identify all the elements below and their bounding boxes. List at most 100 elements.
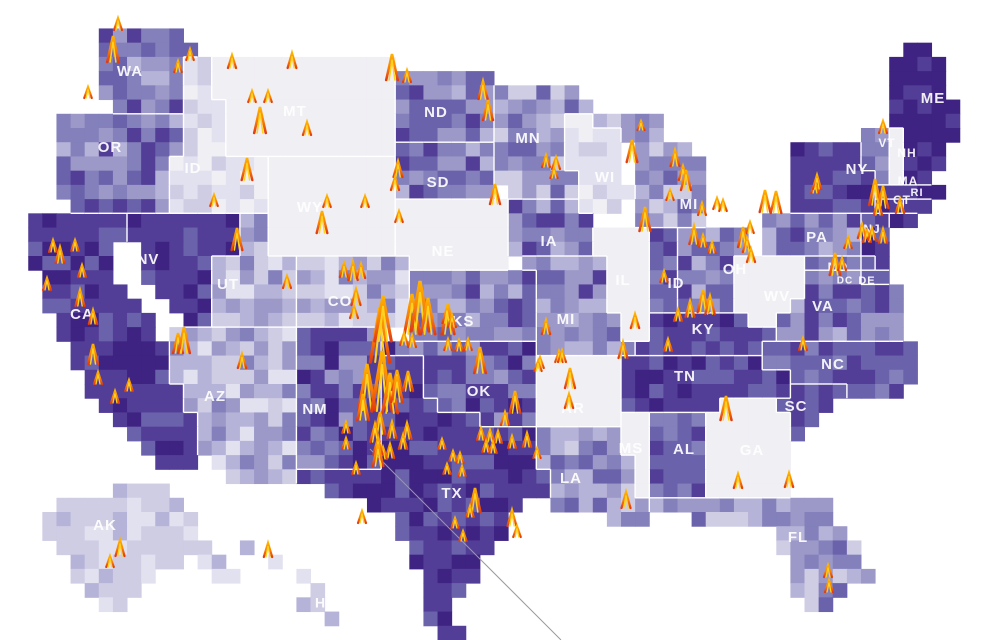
- county-cell-MN: [536, 142, 551, 157]
- county-cell-NV: [197, 312, 213, 328]
- county-cell-ID: [211, 199, 227, 214]
- county-cell-MS: [635, 469, 650, 485]
- county-cell-TX: [423, 483, 439, 499]
- county-cell-MN: [494, 99, 509, 115]
- spike-inner: [396, 213, 402, 223]
- county-cell-MI: [663, 213, 678, 229]
- county-cell-NE: [423, 213, 439, 229]
- county-cell-UT: [282, 284, 297, 300]
- county-cell-AZ: [254, 455, 269, 470]
- spike-marker: [386, 417, 398, 440]
- spike-inner: [450, 453, 456, 462]
- county-cell-ME: [917, 142, 933, 157]
- spike-outer: [484, 426, 496, 444]
- county-cell-LA: [564, 469, 580, 485]
- county-cell-CA: [84, 298, 100, 314]
- county-cell-MN: [508, 184, 523, 200]
- county-cell-CO: [296, 284, 312, 300]
- county-cell-WI: [564, 113, 580, 129]
- county-cell-NM: [296, 398, 312, 413]
- county-cell-CA: [169, 398, 184, 413]
- spike-outer: [281, 272, 293, 290]
- spike-marker: [109, 387, 121, 405]
- county-cell-FL: [818, 597, 834, 613]
- county-cell-TN: [621, 384, 636, 399]
- county-cell-TX: [423, 540, 439, 556]
- spike-inner: [509, 513, 515, 527]
- county-cell-MN: [564, 99, 580, 115]
- county-cell-NC: [889, 384, 904, 399]
- spike-marker: [86, 343, 100, 366]
- county-cell-AR: [606, 398, 622, 413]
- spike-inner: [304, 124, 310, 136]
- county-cell-WA: [141, 56, 156, 72]
- state-label-AZ: AZ: [204, 388, 226, 405]
- county-cell-TN: [776, 369, 791, 385]
- county-cell-IL: [592, 227, 608, 243]
- county-cell-TX: [409, 440, 424, 456]
- state-label-ND: ND: [424, 104, 448, 121]
- county-cell-AZ: [211, 440, 227, 456]
- county-cell-NJ: [875, 213, 890, 229]
- spike-inner: [359, 513, 365, 524]
- spike-marker: [209, 191, 219, 208]
- county-cell-KS: [465, 312, 481, 328]
- county-cell-DE: [860, 256, 876, 271]
- county-cell-NV: [169, 241, 184, 257]
- spike-marker: [797, 334, 809, 352]
- spike-outer: [688, 221, 700, 246]
- county-cell-TX: [451, 426, 467, 442]
- county-cell-SC: [804, 398, 820, 413]
- spike-outer: [823, 576, 835, 594]
- spike-inner: [389, 425, 395, 439]
- spike-outer: [732, 470, 744, 490]
- county-cell-NE: [437, 199, 453, 214]
- spike-outer: [286, 49, 298, 70]
- county-cell-WY: [296, 241, 312, 257]
- county-cell-WI: [578, 113, 594, 129]
- county-cell-AK: [112, 597, 128, 613]
- spike-marker: [443, 335, 453, 352]
- county-cell-NJ: [860, 213, 876, 229]
- county-cell-AZ: [211, 455, 227, 470]
- spike-inner: [444, 466, 450, 475]
- county-cell-AR: [606, 412, 622, 428]
- spike-outer: [443, 335, 453, 352]
- county-cell-TN: [677, 384, 693, 399]
- county-cell-TX: [381, 497, 396, 513]
- county-cell-NC: [818, 355, 834, 371]
- county-cell-HI: [324, 611, 340, 627]
- spike-inner: [44, 280, 50, 291]
- spike-inner: [359, 399, 367, 421]
- county-cell-AZ: [268, 398, 283, 413]
- county-cell-OH: [677, 284, 693, 300]
- county-cell-GA: [776, 412, 791, 428]
- county-cell-ID: [211, 142, 227, 157]
- county-cell-PA: [832, 213, 848, 229]
- county-cell-AZ: [225, 455, 241, 470]
- county-cell-OK: [451, 341, 467, 357]
- spike-outer: [83, 83, 93, 100]
- county-cell-NM: [310, 384, 326, 399]
- county-cell-MN: [536, 113, 551, 129]
- county-cell-VA: [860, 298, 876, 314]
- spike-outer: [679, 169, 693, 192]
- county-cell-AK: [112, 568, 128, 584]
- county-cell-WY: [366, 184, 382, 200]
- county-cell-CA: [84, 213, 100, 229]
- county-cell-AK: [197, 540, 213, 556]
- county-cell-OK: [423, 384, 439, 399]
- spike-outer: [797, 334, 809, 352]
- county-cell-NJ: [860, 241, 876, 257]
- spike-inner: [690, 229, 698, 245]
- county-cell-TX: [451, 497, 467, 513]
- county-cell-CA: [98, 312, 114, 328]
- county-cell-FL: [776, 512, 791, 527]
- county-cell-GA: [776, 426, 791, 442]
- spike-marker: [629, 310, 641, 330]
- county-cell-CA: [56, 213, 72, 229]
- county-cell-ID: [169, 199, 184, 214]
- spike-inner: [449, 317, 455, 328]
- spike-outer: [877, 117, 889, 135]
- spike-inner: [388, 59, 396, 81]
